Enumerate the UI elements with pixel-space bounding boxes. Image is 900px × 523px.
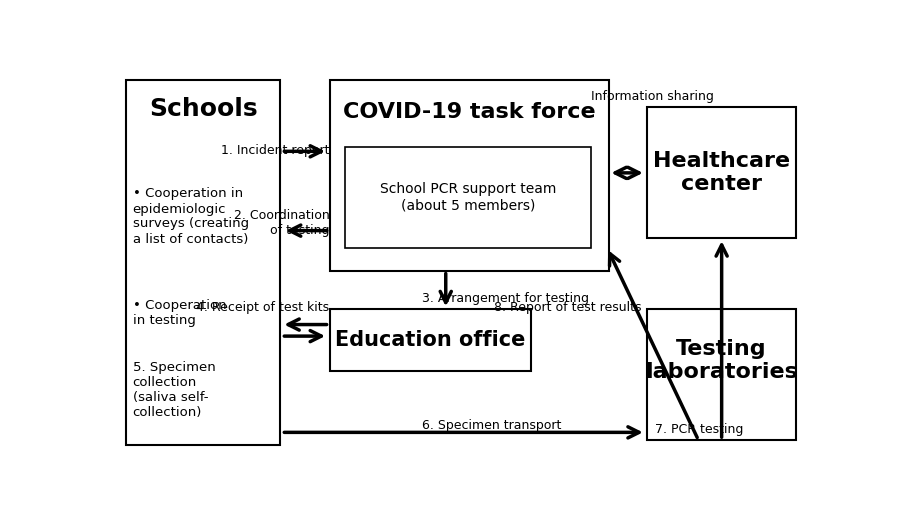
Bar (647, 107, 796, 238)
Text: 8. Report of test results: 8. Report of test results (493, 301, 641, 314)
Text: • Cooperation in
epidemiologic
surveys (creating
a list of contacts): • Cooperation in epidemiologic surveys (… (132, 188, 248, 245)
Text: 6. Specimen transport: 6. Specimen transport (422, 418, 562, 431)
Text: Healthcare
center: Healthcare center (653, 151, 790, 195)
Bar (329, 79, 608, 271)
Bar (329, 309, 531, 371)
Bar (647, 309, 796, 440)
Text: 4. Receipt of test kits: 4. Receipt of test kits (196, 301, 329, 314)
Text: School PCR support team
(about 5 members): School PCR support team (about 5 members… (380, 183, 556, 213)
Text: 7. PCR testing: 7. PCR testing (655, 423, 743, 436)
Text: Testing
laboratories: Testing laboratories (645, 339, 798, 382)
Text: 5. Specimen
collection
(saliva self-
collection): 5. Specimen collection (saliva self- col… (132, 361, 215, 419)
Text: 2. Coordination
of testing: 2. Coordination of testing (234, 209, 329, 237)
Text: Education office: Education office (335, 330, 526, 350)
Text: 1. Incident report: 1. Incident report (221, 144, 329, 156)
Text: COVID-19 task force: COVID-19 task force (343, 102, 595, 122)
Text: 3. Arrangement for testing: 3. Arrangement for testing (422, 292, 590, 305)
Text: • Cooperation
in testing: • Cooperation in testing (132, 299, 226, 327)
Text: Schools: Schools (148, 97, 257, 121)
Bar (345, 147, 591, 247)
Text: Information sharing: Information sharing (591, 90, 715, 103)
Bar (126, 79, 280, 445)
